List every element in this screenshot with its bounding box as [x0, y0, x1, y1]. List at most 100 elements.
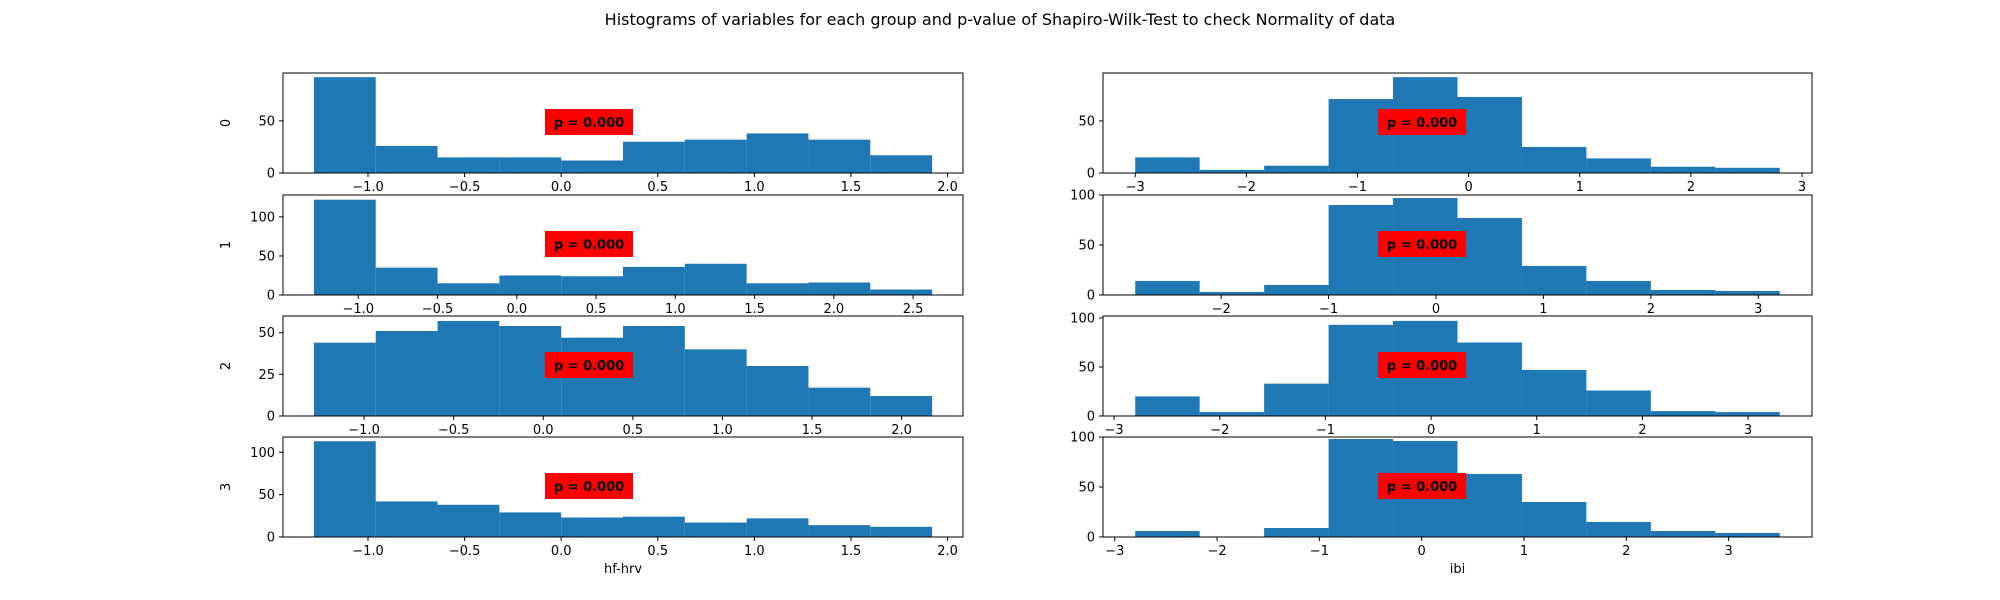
histogram-bar [1650, 290, 1716, 295]
histogram-bar [1521, 146, 1587, 173]
histogram-bar [1586, 158, 1651, 173]
histogram-bar [1199, 169, 1265, 173]
histogram-bar [870, 289, 933, 295]
histogram-bar [1135, 396, 1200, 416]
x-tick-label: 1.0 [665, 302, 686, 317]
x-tick-label: 0.5 [647, 180, 668, 195]
histogram-bar [808, 139, 871, 173]
histogram-bar [1715, 412, 1780, 416]
x-tick-label: 0.0 [533, 423, 554, 438]
x-tick-label: −2 [1207, 544, 1226, 559]
histogram-bar [623, 516, 685, 537]
x-tick-label: 1 [1576, 180, 1584, 195]
x-tick-label: 1 [1520, 544, 1528, 559]
histogram-bar [1457, 96, 1522, 173]
histogram-bar [1264, 383, 1329, 416]
x-tick-label: −0.5 [422, 302, 454, 317]
x-tick-label: 0.0 [551, 544, 572, 559]
y-tick-label: 0 [1087, 410, 1095, 425]
histogram-bar [684, 349, 747, 416]
x-tick-label: −0.5 [449, 180, 481, 195]
axes-frame [282, 315, 964, 417]
y-tick-label: 50 [1078, 114, 1095, 129]
y-tick-label: 100 [1070, 431, 1095, 446]
x-tick-label: 0 [1464, 180, 1472, 195]
axes-frame [1102, 315, 1813, 417]
histogram-bar [1264, 165, 1329, 173]
histogram-bar [1586, 390, 1651, 416]
axes-frame [282, 436, 964, 538]
x-tick-label: 2 [1622, 544, 1630, 559]
histogram-bar [808, 387, 871, 416]
x-tick-label: −1 [1348, 180, 1367, 195]
histogram-panel-8: −3 −2 −1 0 1 2 3 0 50 100 ibi p = 0.000 [1070, 431, 1813, 577]
histogram-bar [375, 145, 438, 173]
y-tick-label: 50 [258, 114, 275, 129]
p-value-box [1378, 352, 1467, 378]
histogram-bar [1264, 528, 1329, 537]
x-tick-label: 0 [1427, 423, 1435, 438]
y-axis-label: 1 [219, 241, 234, 249]
histogram-bar [623, 326, 685, 416]
histogram-bar [1586, 281, 1651, 295]
histogram-bar [1457, 218, 1522, 295]
x-tick-label: 3 [1798, 180, 1806, 195]
x-tick-label: 2.5 [903, 302, 924, 317]
p-value-box [1378, 109, 1467, 135]
x-tick-label: 0 [1418, 544, 1426, 559]
histogram-panel-6: −3 −2 −1 0 1 2 3 0 50 100 p = 0.000 [1070, 311, 1813, 438]
histogram-bar [1715, 167, 1780, 173]
p-value-text: p = 0.000 [554, 116, 624, 131]
p-value-text: p = 0.000 [1387, 238, 1457, 253]
x-tick-label: −2 [1210, 423, 1229, 438]
histogram-bar [1199, 412, 1265, 416]
histogram-bar [746, 133, 809, 173]
y-tick-label: 50 [1078, 239, 1095, 254]
histogram-bar [313, 199, 376, 295]
x-tick-label: −1.0 [352, 544, 384, 559]
p-value-box [545, 109, 633, 135]
x-tick-label: −1.0 [348, 423, 380, 438]
p-value-box [545, 231, 633, 257]
x-tick-label: −1.0 [343, 302, 375, 317]
x-tick-label: 1 [1533, 423, 1541, 438]
histogram-bar [1715, 291, 1780, 295]
histogram-bar [1521, 266, 1587, 295]
histogram-bar [499, 275, 562, 295]
x-tick-label: 1.5 [744, 302, 765, 317]
x-tick-label: 1.5 [841, 544, 862, 559]
x-tick-label: −0.5 [438, 423, 470, 438]
x-tick-label: −2 [1212, 302, 1231, 317]
histogram-bar [1650, 411, 1716, 416]
x-tick-label: 2.0 [937, 544, 958, 559]
histogram-bar [1457, 342, 1522, 416]
y-tick-label: 50 [258, 488, 275, 503]
histogram-bar [1135, 531, 1200, 537]
p-value-box [545, 473, 633, 499]
histogram-bar [437, 321, 500, 416]
histogram-bar [561, 276, 623, 295]
histogram-bar [808, 525, 871, 537]
y-tick-label: 50 [258, 326, 275, 341]
axes-frame [282, 72, 964, 174]
x-tick-label: 2.0 [823, 302, 844, 317]
histogram-panel-5: −1.0 −0.5 0.0 0.5 1.0 1.5 2.0 0 25 50 2 p = 0.000 [219, 315, 964, 438]
x-tick-label: 2 [1638, 423, 1646, 438]
x-tick-label: −3 [1105, 423, 1124, 438]
histogram-bar [870, 396, 933, 416]
y-tick-label: 100 [1070, 189, 1095, 204]
histogram-panel-1: −1.0 −0.5 0.0 0.5 1.0 1.5 2.0 0 50 0 p = 0.000 [219, 72, 964, 195]
histogram-bar [561, 160, 623, 173]
y-tick-label: 50 [258, 249, 275, 264]
x-tick-label: 0.5 [623, 423, 644, 438]
x-tick-label: 3 [1744, 423, 1752, 438]
x-tick-label: 1.0 [744, 544, 765, 559]
histogram-bar [437, 504, 500, 537]
y-tick-label: 25 [258, 368, 275, 383]
x-tick-label: 1.5 [802, 423, 823, 438]
x-tick-label: 1.0 [744, 180, 765, 195]
histogram-bar [1650, 531, 1716, 537]
x-tick-label: −2 [1237, 180, 1256, 195]
x-tick-label: 2 [1687, 180, 1695, 195]
